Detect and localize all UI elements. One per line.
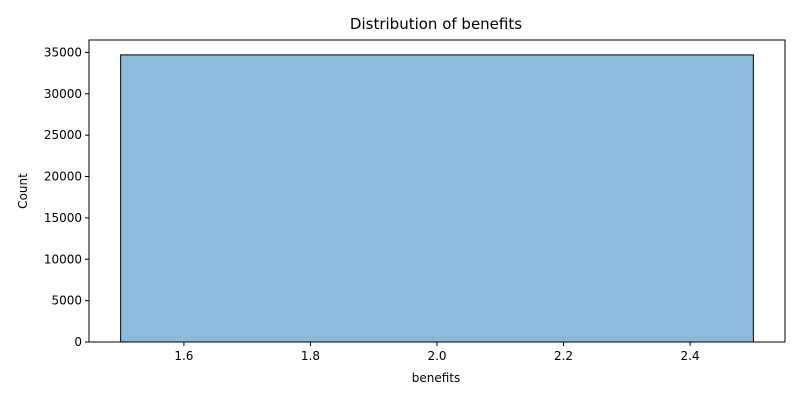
y-tick-label: 5000 — [51, 294, 82, 308]
x-axis-label: benefits — [412, 371, 461, 385]
y-tick-label: 15000 — [44, 211, 82, 225]
y-tick-label: 35000 — [44, 45, 82, 59]
x-tick-label: 2.4 — [681, 349, 700, 363]
x-axis-ticks: 1.6 1.8 2.0 2.2 2.4 — [174, 342, 700, 363]
x-tick-label: 1.8 — [301, 349, 320, 363]
x-tick-label: 2.2 — [554, 349, 573, 363]
chart-title: Distribution of benefits — [350, 15, 522, 33]
y-tick-label: 0 — [74, 335, 82, 349]
y-tick-label: 20000 — [44, 170, 82, 184]
y-axis-ticks: 0 5000 10000 15000 20000 25000 30000 35000 — [44, 45, 89, 349]
y-tick-label: 25000 — [44, 128, 82, 142]
y-axis-label: Count — [16, 173, 30, 209]
y-tick-label: 30000 — [44, 87, 82, 101]
y-tick-label: 10000 — [44, 252, 82, 266]
x-tick-label: 1.6 — [174, 349, 193, 363]
x-tick-label: 2.0 — [427, 349, 446, 363]
bars-layer — [120, 54, 754, 343]
histogram-bar — [120, 54, 754, 343]
